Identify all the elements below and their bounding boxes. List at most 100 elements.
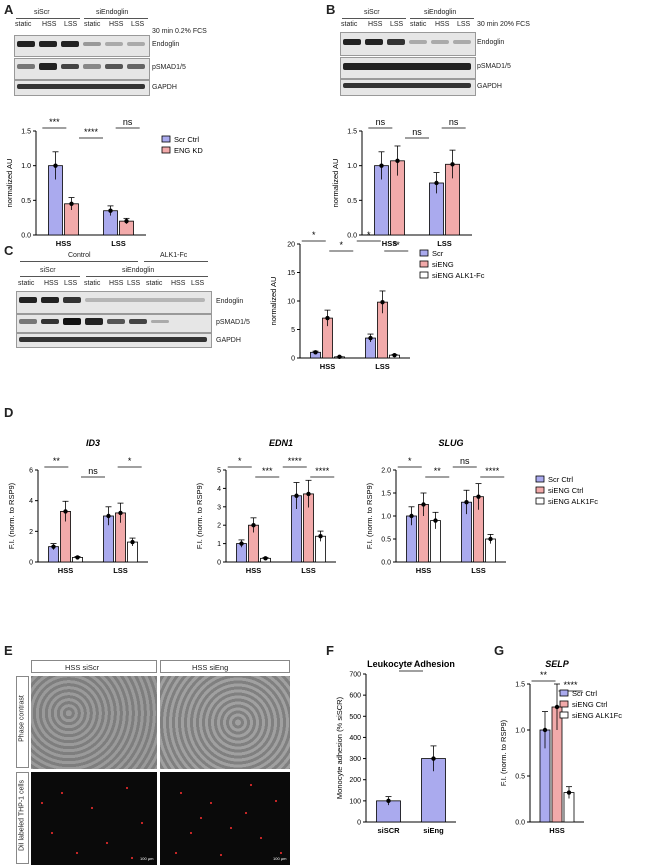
lane-label: LSS (64, 280, 78, 287)
blot-label: pSMAD1/5 (477, 63, 511, 70)
y-tick-label: 20 (287, 242, 295, 249)
data-point (380, 299, 385, 305)
legend-swatch (419, 249, 429, 257)
condition-label: 30 min 0.2% FCS (152, 28, 207, 35)
data-point (69, 201, 74, 206)
lane-label: static (341, 21, 358, 28)
y-tick-label: 0.5 (21, 198, 31, 205)
lane-label: HSS (44, 280, 59, 287)
group-label: siScr (364, 9, 380, 16)
significance-label: * (312, 230, 316, 240)
y-tick-label: 1.0 (21, 163, 31, 170)
y-tick-label: 700 (349, 672, 361, 679)
legend-swatch (419, 260, 429, 268)
lane-label: static (18, 280, 35, 287)
significance-label: ns (449, 117, 459, 127)
y-tick-label: 0.0 (21, 233, 31, 240)
y-tick-label: 0.5 (347, 198, 357, 205)
significance-label: ns (123, 117, 133, 127)
significance-label: **** (485, 466, 500, 476)
data-point (75, 555, 80, 560)
data-point (554, 704, 560, 710)
panel-letter-b: B (326, 2, 336, 17)
x-tick-label: HSS (549, 826, 564, 835)
y-tick-label: 1 (217, 541, 221, 548)
significance-label: ** (540, 670, 548, 680)
data-point (433, 518, 438, 523)
significance-label: *** (49, 117, 60, 127)
panel-letter-d: D (4, 405, 14, 420)
significance-label: ** (53, 456, 61, 466)
significance-label: * (367, 230, 371, 240)
lane-label: LSS (191, 280, 205, 287)
column-label: HSS siEng (192, 663, 229, 672)
lane-label: static (15, 21, 32, 28)
blot-label: GAPDH (152, 84, 177, 91)
condition-label: 30 min 20% FCS (477, 21, 530, 28)
y-tick-label: 0.0 (515, 820, 525, 827)
legend-label: siENG Ctrl (548, 486, 584, 495)
lane-label: LSS (390, 21, 404, 28)
scale-bar-label: 100 µm (140, 856, 154, 861)
y-axis-label: F.I. (norm. to RSP9) (365, 482, 374, 549)
lane-label: static (410, 21, 427, 28)
y-tick-label: 15 (287, 270, 295, 277)
legend-label: siENG ALK1Fc (548, 497, 598, 506)
lane-label: HSS (42, 21, 57, 28)
thp1-cell-dot (275, 800, 277, 802)
chart-title: SELP (545, 659, 570, 669)
legend-swatch (559, 689, 569, 697)
y-tick-label: 0.0 (347, 233, 357, 240)
lane-label: LSS (127, 280, 141, 287)
legend-label: siENG (432, 260, 454, 269)
data-point (118, 510, 123, 516)
thp1-cell-dot (220, 854, 222, 856)
thp1-cell-dot (41, 802, 43, 804)
y-tick-label: 1.0 (347, 163, 357, 170)
significance-label: * (238, 456, 242, 466)
y-tick-label: 600 (349, 693, 361, 700)
scale-bar-label: 100 µm (273, 856, 287, 861)
x-tick-label: HSS (56, 239, 71, 248)
legend-label: Scr Ctrl (548, 475, 573, 484)
lane-label: HSS (109, 21, 124, 28)
y-tick-label: 1.5 (515, 682, 525, 689)
data-point (108, 208, 113, 213)
y-tick-label: 0.5 (381, 537, 391, 544)
y-tick-label: 400 (349, 735, 361, 742)
x-tick-label: LSS (301, 566, 316, 575)
blot-label: pSMAD1/5 (152, 64, 186, 71)
legend-label: siENG ALK1-Fc (432, 271, 485, 280)
data-point (386, 798, 391, 804)
panel-letter-a: A (4, 2, 14, 17)
significance-label: ns (412, 127, 422, 137)
significance-label: ns (460, 456, 470, 466)
data-point (542, 727, 548, 733)
significance-label: **** (288, 456, 303, 466)
thp1-cell-dot (76, 852, 78, 854)
legend-swatch (161, 135, 171, 143)
legend-swatch (419, 271, 429, 279)
y-tick-label: 5 (217, 468, 221, 475)
data-point (421, 502, 426, 507)
data-point (379, 163, 384, 168)
y-tick-label: 2 (217, 523, 221, 530)
data-point (368, 335, 373, 341)
x-tick-label: LSS (471, 566, 486, 575)
x-tick-label: HSS (382, 239, 397, 248)
significance-label: **** (563, 680, 578, 690)
thp1-cell-dot (245, 812, 247, 814)
thp1-cell-dot (61, 792, 63, 794)
y-tick-label: 100 (349, 798, 361, 805)
y-axis-label: F.I. (norm. to RSP9) (7, 482, 16, 549)
y-tick-label: 1.5 (347, 129, 357, 136)
data-point (239, 541, 244, 546)
lane-label: HSS (109, 280, 124, 287)
data-point (488, 536, 493, 542)
y-tick-label: 0.5 (515, 774, 525, 781)
group-label: siEndoglin (424, 9, 457, 16)
x-tick-label: LSS (375, 362, 390, 371)
lane-label: static (84, 21, 101, 28)
y-tick-label: 1.0 (381, 514, 391, 521)
